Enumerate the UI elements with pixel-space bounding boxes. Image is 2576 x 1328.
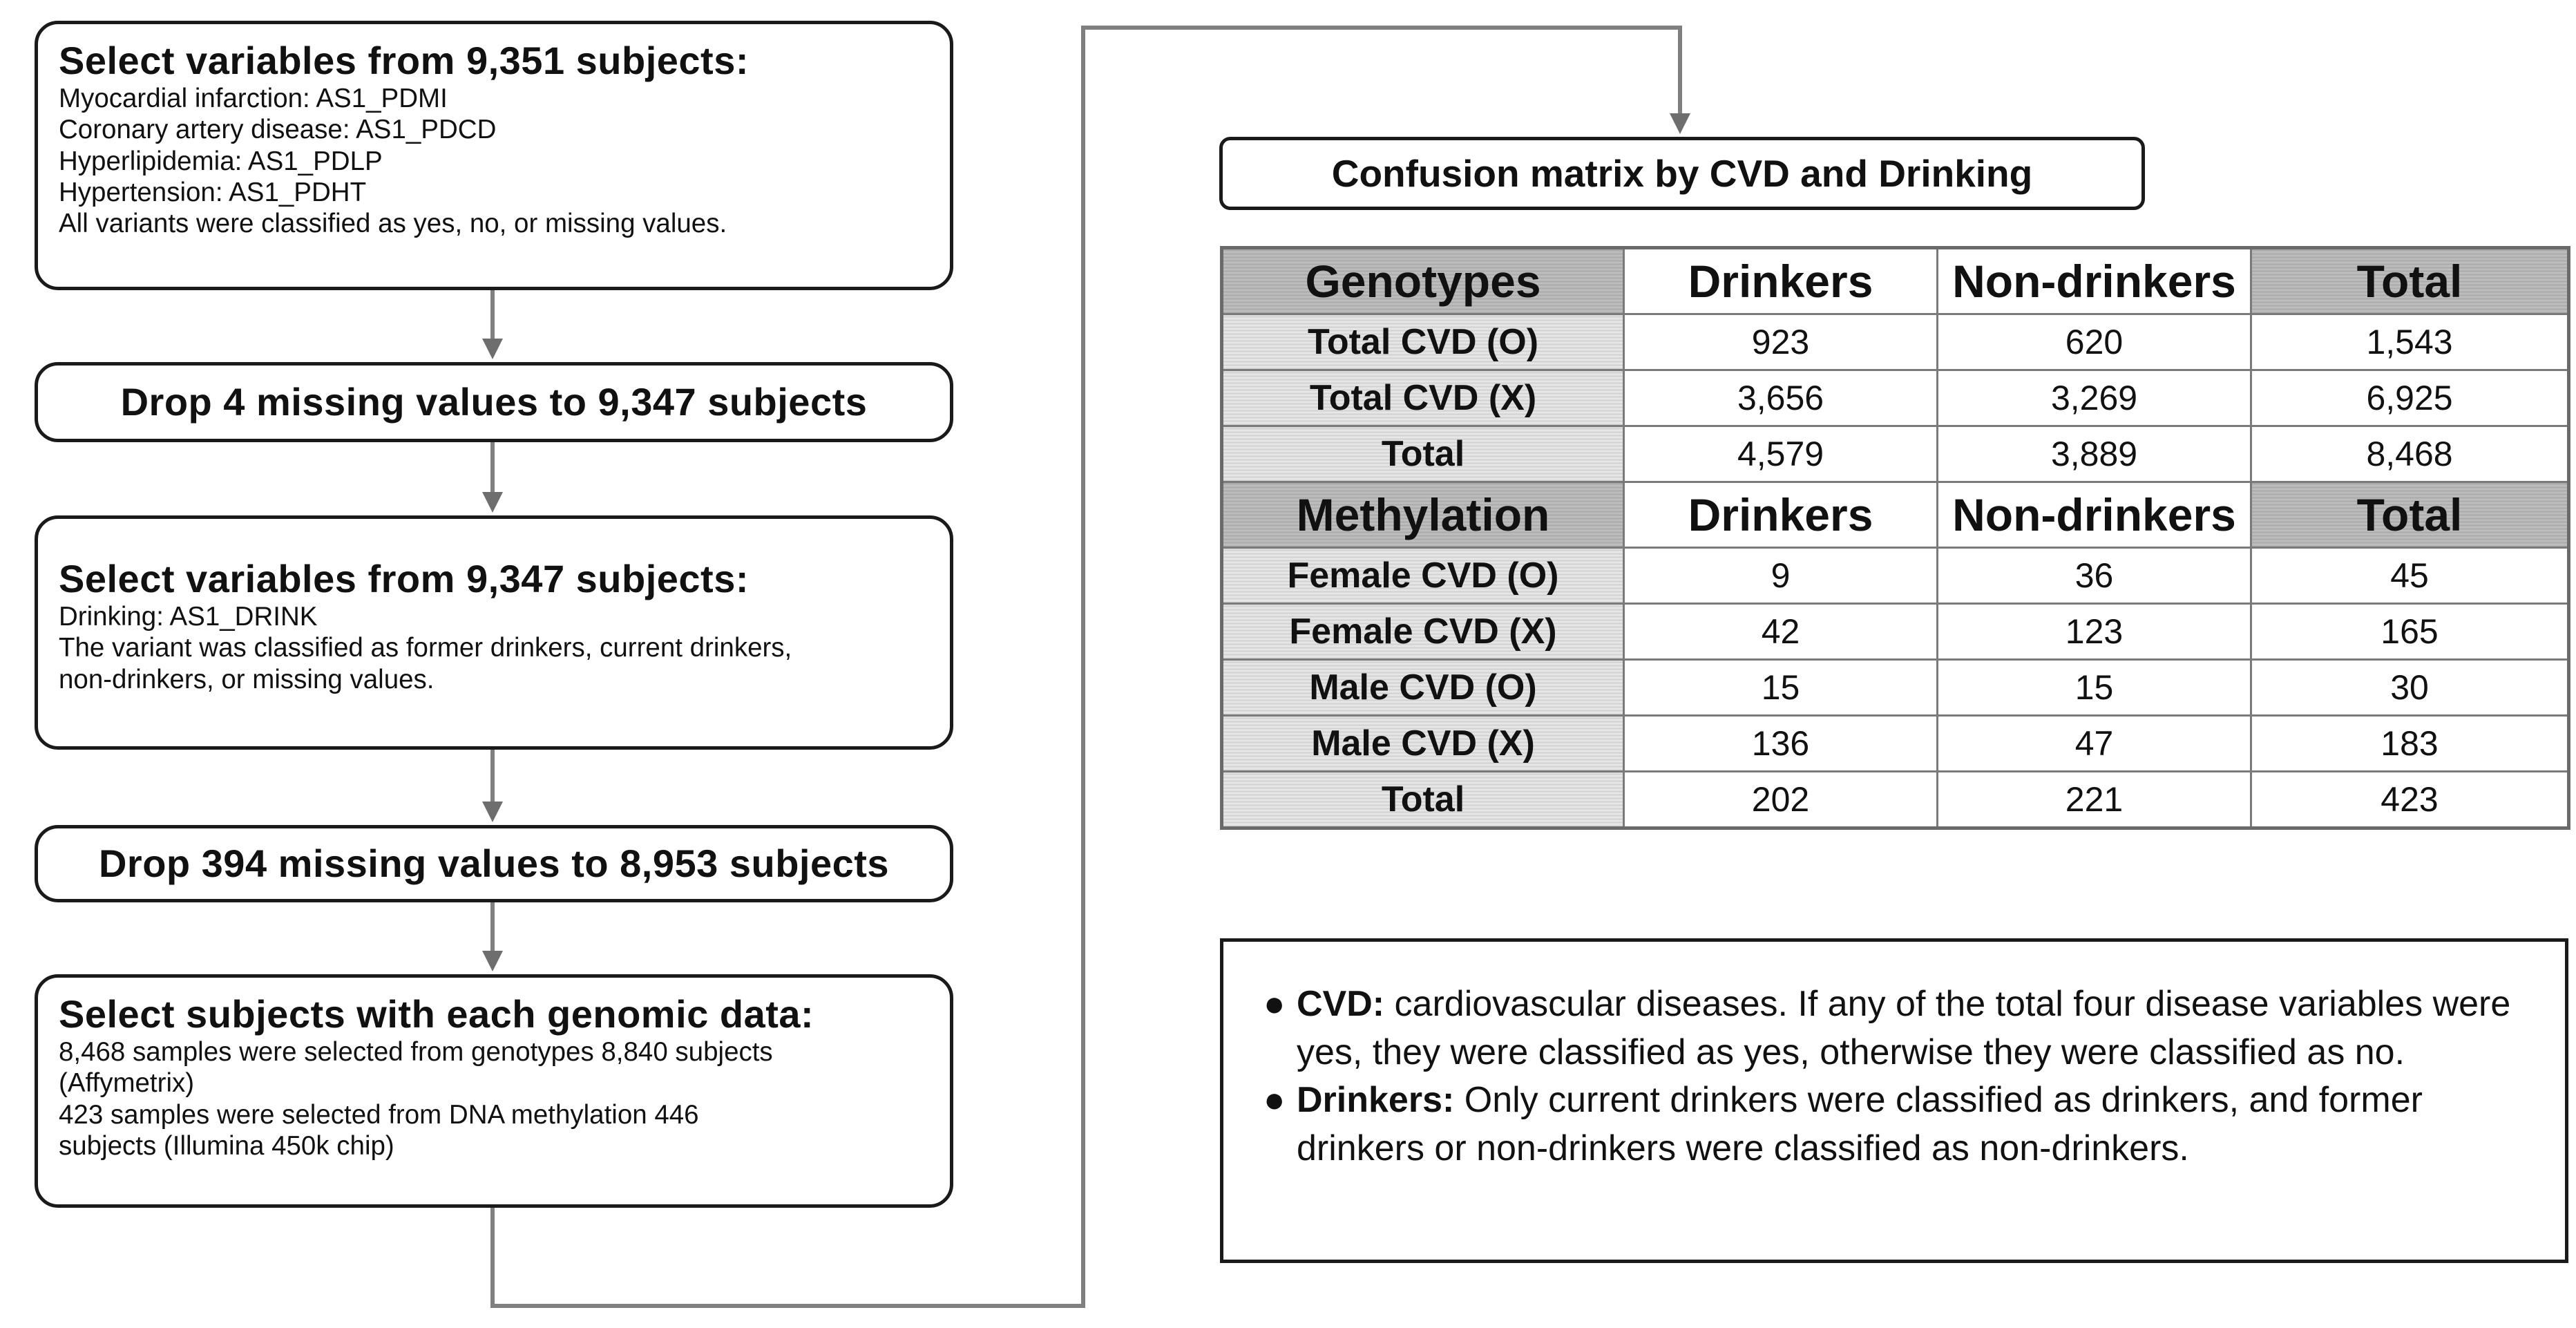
table-cell: 620: [1936, 313, 2252, 371]
table-cell: 123: [1936, 603, 2252, 661]
table-row: Total 202 221 423: [1221, 770, 2570, 829]
table-row: Total CVD (X) 3,656 3,269 6,925: [1221, 369, 2570, 427]
table-cell: 45: [2250, 547, 2570, 605]
table-row: Total CVD (O) 923 620 1,543: [1221, 313, 2570, 371]
row-label: Total CVD (O): [1221, 313, 1625, 371]
step5-line: (Affymetrix): [59, 1068, 195, 1099]
note-text: cardiovascular diseases. If any of the t…: [1297, 984, 2511, 1072]
step1-line: Coronary artery disease: AS1_PDCD: [59, 115, 497, 145]
methylation-header-row: Methylation Drinkers Non-drinkers Total: [1221, 481, 2570, 549]
step5-line: 423 samples were selected from DNA methy…: [59, 1099, 699, 1130]
table-cell: 202: [1623, 770, 1938, 829]
table-cell: 9: [1623, 547, 1938, 605]
table-cell: 36: [1936, 547, 2252, 605]
note-term: Drinkers:: [1297, 1080, 1455, 1121]
notes-box: ● CVD: cardiovascular diseases. If any of…: [1220, 938, 2568, 1263]
step1-line: Hypertension: AS1_PDHT: [59, 177, 367, 207]
table-cell: 47: [1936, 714, 2252, 772]
step1-line: Myocardial infarction: AS1_PDMI: [59, 83, 448, 113]
table-cell: 165: [2250, 603, 2570, 661]
table-row: Total 4,579 3,889 8,468: [1221, 425, 2570, 483]
genotypes-header-row: Genotypes Drinkers Non-drinkers Total: [1221, 247, 2570, 315]
table-cell: 8,468: [2250, 425, 2570, 483]
step2-box: Drop 4 missing values to 9,347 subjects: [35, 362, 953, 442]
table-cell: 183: [2250, 714, 2570, 772]
table-cell: 4,579: [1623, 425, 1938, 483]
table-cell: 15: [1936, 658, 2252, 717]
note-term: CVD:: [1297, 984, 1385, 1024]
table-row: Female CVD (X) 42 123 165: [1221, 603, 2570, 661]
table-cell: 923: [1623, 313, 1938, 371]
table-row: Female CVD (O) 9 36 45: [1221, 547, 2570, 605]
step2-title: Drop 4 missing values to 9,347 subjects: [120, 379, 868, 424]
matrix-title: Confusion matrix by CVD and Drinking: [1219, 137, 2145, 210]
table-cell: 3,269: [1936, 369, 2252, 427]
header-cell: Non-drinkers: [1936, 247, 2252, 315]
note-item: ● Drinkers: Only current drinkers were cl…: [1263, 1076, 2537, 1173]
step5-title: Select subjects with each genomic data:: [59, 992, 814, 1036]
step1-title: Select variables from 9,351 subjects:: [59, 39, 749, 82]
header-cell: Methylation: [1221, 481, 1625, 549]
row-label: Male CVD (O): [1221, 658, 1625, 717]
step3-line: The variant was classified as former dri…: [59, 633, 792, 663]
step5-box: Select subjects with each genomic data: …: [35, 974, 953, 1208]
step3-title: Select variables from 9,347 subjects:: [59, 557, 749, 600]
step1-line: All variants were classified as yes, no,…: [59, 209, 727, 239]
header-cell: Non-drinkers: [1936, 481, 2252, 549]
confusion-matrix-table: Genotypes Drinkers Non-drinkers Total To…: [1220, 246, 2570, 830]
table-cell: 3,889: [1936, 425, 2252, 483]
row-label: Male CVD (X): [1221, 714, 1625, 772]
table-cell: 136: [1623, 714, 1938, 772]
row-label: Female CVD (O): [1221, 547, 1625, 605]
bullet-icon: ●: [1263, 984, 1286, 1024]
step4-box: Drop 394 missing values to 8,953 subject…: [35, 825, 953, 902]
header-cell: Total: [2250, 247, 2570, 315]
step4-title: Drop 394 missing values to 8,953 subject…: [98, 841, 890, 885]
table-row: Male CVD (X) 136 47 183: [1221, 714, 2570, 772]
route-to-matrix: [490, 26, 1690, 1308]
row-label: Female CVD (X): [1221, 603, 1625, 661]
table-cell: 423: [2250, 770, 2570, 829]
header-cell: Total: [2250, 481, 2570, 549]
table-cell: 30: [2250, 658, 2570, 717]
table-cell: 6,925: [2250, 369, 2570, 427]
table-cell: 221: [1936, 770, 2252, 829]
note-text: Only current drinkers were classified as…: [1297, 1080, 2423, 1169]
header-cell: Drinkers: [1623, 247, 1938, 315]
table-row: Male CVD (O) 15 15 30: [1221, 658, 2570, 717]
step5-line: 8,468 samples were selected from genotyp…: [59, 1036, 773, 1067]
step3-line: Drinking: AS1_DRINK: [59, 601, 318, 632]
bullet-icon: ●: [1263, 1080, 1286, 1121]
step3-line: non-drinkers, or missing values.: [59, 664, 435, 694]
table-cell: 42: [1623, 603, 1938, 661]
row-label: Total: [1221, 425, 1625, 483]
table-cell: 3,656: [1623, 369, 1938, 427]
row-label: Total CVD (X): [1221, 369, 1625, 427]
note-item: ● CVD: cardiovascular diseases. If any of…: [1263, 980, 2537, 1076]
step3-box: Select variables from 9,347 subjects: Dr…: [35, 515, 953, 750]
step5-line: subjects (Illumina 450k chip): [59, 1130, 394, 1161]
header-cell: Genotypes: [1221, 247, 1625, 315]
table-cell: 15: [1623, 658, 1938, 717]
row-label: Total: [1221, 770, 1625, 829]
header-cell: Drinkers: [1623, 481, 1938, 549]
step1-line: Hyperlipidemia: AS1_PDLP: [59, 146, 383, 176]
table-cell: 1,543: [2250, 313, 2570, 371]
step1-box: Select variables from 9,351 subjects: My…: [35, 21, 953, 290]
